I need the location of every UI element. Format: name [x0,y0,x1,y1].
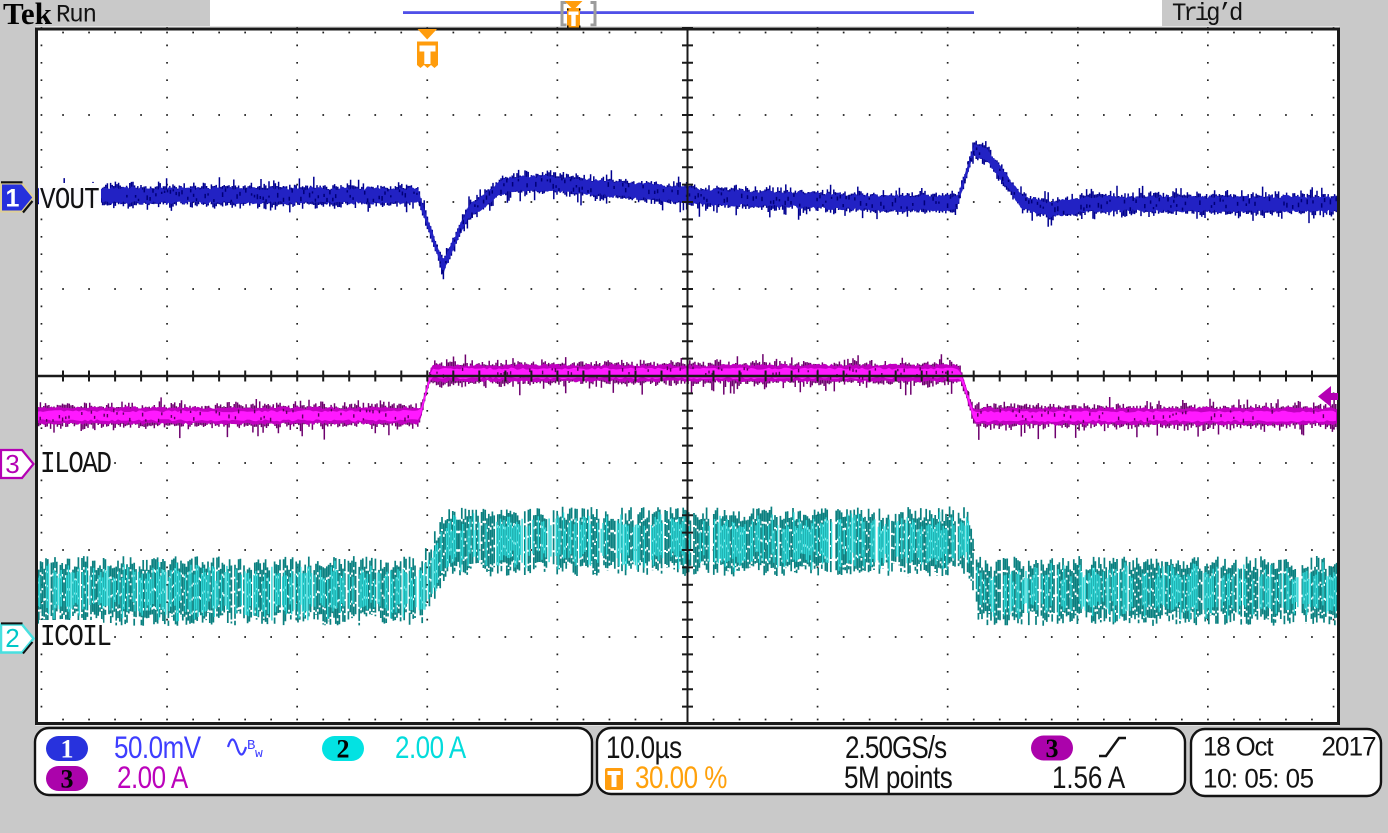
svg-text:1: 1 [6,185,20,213]
svg-text:VOUT: VOUT [40,182,99,218]
svg-text:3: 3 [5,449,19,479]
svg-text:2.00 A: 2.00 A [395,731,467,766]
svg-text:ILOAD: ILOAD [40,446,111,482]
svg-text:2.00 A: 2.00 A [117,761,189,796]
svg-text:2: 2 [5,623,19,653]
svg-text:Run: Run [56,2,96,30]
svg-text:30.00 %: 30.00 % [635,761,727,796]
svg-text:5M points: 5M points [844,761,952,796]
svg-text:18 Oct: 18 Oct [1203,731,1274,762]
svg-text:Trig’d: Trig’d [1172,1,1242,29]
svg-text:50.0mV: 50.0mV [114,731,202,766]
svg-text:10: 05: 05: 10: 05: 05 [1203,763,1314,794]
svg-text:3: 3 [1046,734,1059,763]
svg-text:10.0µs: 10.0µs [606,731,682,766]
svg-text:3: 3 [61,765,74,794]
svg-text:ICOIL: ICOIL [40,619,111,655]
svg-text:1.56 A: 1.56 A [1052,761,1126,796]
svg-text:2017: 2017 [1322,731,1376,762]
svg-text:w: w [255,746,263,761]
svg-text:2.50GS/s: 2.50GS/s [845,731,947,766]
svg-text:2: 2 [337,735,350,764]
svg-text:1: 1 [61,735,74,764]
svg-text:Tek: Tek [3,0,53,31]
svg-text:B: B [247,738,255,754]
